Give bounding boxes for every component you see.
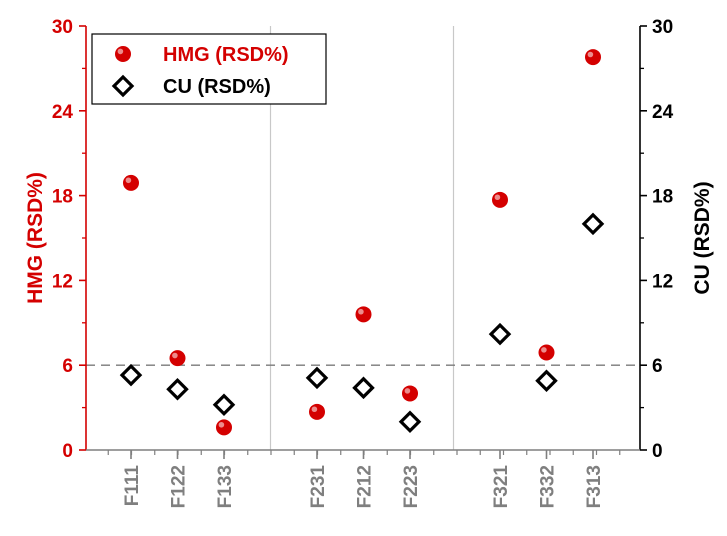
- legend-marker-hmg: [115, 46, 131, 62]
- marker-fill: [492, 191, 508, 208]
- left-tick-label: 6: [62, 356, 73, 377]
- x-tick-label: F321: [491, 465, 512, 509]
- right-tick-label: 18: [652, 187, 673, 208]
- right-tick-label: 0: [652, 441, 663, 462]
- hmg-point: [123, 174, 139, 191]
- x-tick-label: F231: [308, 465, 329, 509]
- cu-point: [212, 393, 236, 417]
- marker-highlight: [404, 388, 411, 394]
- right-tick-label: 12: [652, 271, 673, 292]
- legend-label-cu: CU (RSD%): [163, 76, 271, 98]
- left-tick-label: 0: [62, 441, 73, 462]
- series-hmg: [123, 49, 601, 436]
- hmg-point: [585, 49, 601, 66]
- hmg-point: [216, 419, 232, 436]
- left-tick-label: 18: [52, 187, 73, 208]
- right-axis-title: CU (RSD%): [691, 181, 714, 294]
- hmg-point: [355, 306, 372, 323]
- right-tick-label: 6: [652, 356, 663, 377]
- left-tick-label: 24: [52, 102, 74, 123]
- marker-fill: [402, 385, 418, 402]
- marker-fill: [115, 46, 131, 62]
- legend-marker-cu: [111, 74, 135, 98]
- x-tick-label: F313: [584, 465, 605, 508]
- cu-point: [398, 410, 422, 433]
- right-tick-label: 30: [652, 17, 673, 38]
- x-tick-label: F223: [401, 465, 422, 508]
- left-tick-label: 12: [52, 271, 73, 292]
- x-tick-label: F111: [122, 465, 143, 507]
- left-tick-label: 30: [52, 17, 73, 38]
- marker-fill: [309, 403, 325, 420]
- marker-highlight: [125, 177, 132, 184]
- marker-highlight: [358, 308, 364, 315]
- marker-highlight: [117, 48, 124, 55]
- x-tick-label: F332: [538, 465, 559, 508]
- marker-highlight: [172, 352, 178, 359]
- legend-label-hmg: HMG (RSD%): [163, 44, 289, 66]
- marker-fill: [585, 49, 601, 66]
- x-tick-label: F133: [215, 465, 236, 508]
- legend: HMG (RSD%) CU (RSD%): [91, 33, 327, 105]
- marker-fill: [216, 419, 232, 436]
- hmg-point: [402, 385, 418, 402]
- cu-point: [535, 369, 558, 393]
- cu-point: [166, 377, 189, 401]
- marker-highlight: [587, 51, 594, 58]
- marker-highlight: [494, 194, 501, 201]
- cu-point: [119, 363, 143, 387]
- plot-area: [86, 26, 640, 450]
- marker-fill: [538, 344, 555, 361]
- marker-highlight: [218, 421, 225, 428]
- series-cu: [119, 212, 605, 433]
- cu-point: [581, 212, 605, 236]
- legend-box: [91, 33, 327, 105]
- hmg-point: [492, 191, 508, 208]
- hmg-point: [538, 344, 555, 361]
- left-axis-title: HMG (RSD%): [24, 172, 47, 304]
- hmg-point: [309, 403, 325, 420]
- marker-fill: [169, 350, 186, 367]
- hmg-point: [169, 350, 186, 367]
- marker-fill: [123, 174, 139, 191]
- axes: 0 6 12 18 24 30 0 6 12 18 24 30 F111 F122 F133 F231 F212…: [24, 17, 714, 508]
- marker-highlight: [311, 406, 318, 413]
- cu-point: [488, 322, 512, 346]
- x-tick-label: F122: [169, 465, 190, 508]
- marker-highlight: [541, 347, 547, 353]
- marker-fill: [355, 306, 372, 323]
- cu-point: [305, 366, 329, 390]
- cu-point: [352, 376, 375, 400]
- right-tick-label: 24: [652, 102, 674, 123]
- x-tick-label: F212: [355, 465, 376, 508]
